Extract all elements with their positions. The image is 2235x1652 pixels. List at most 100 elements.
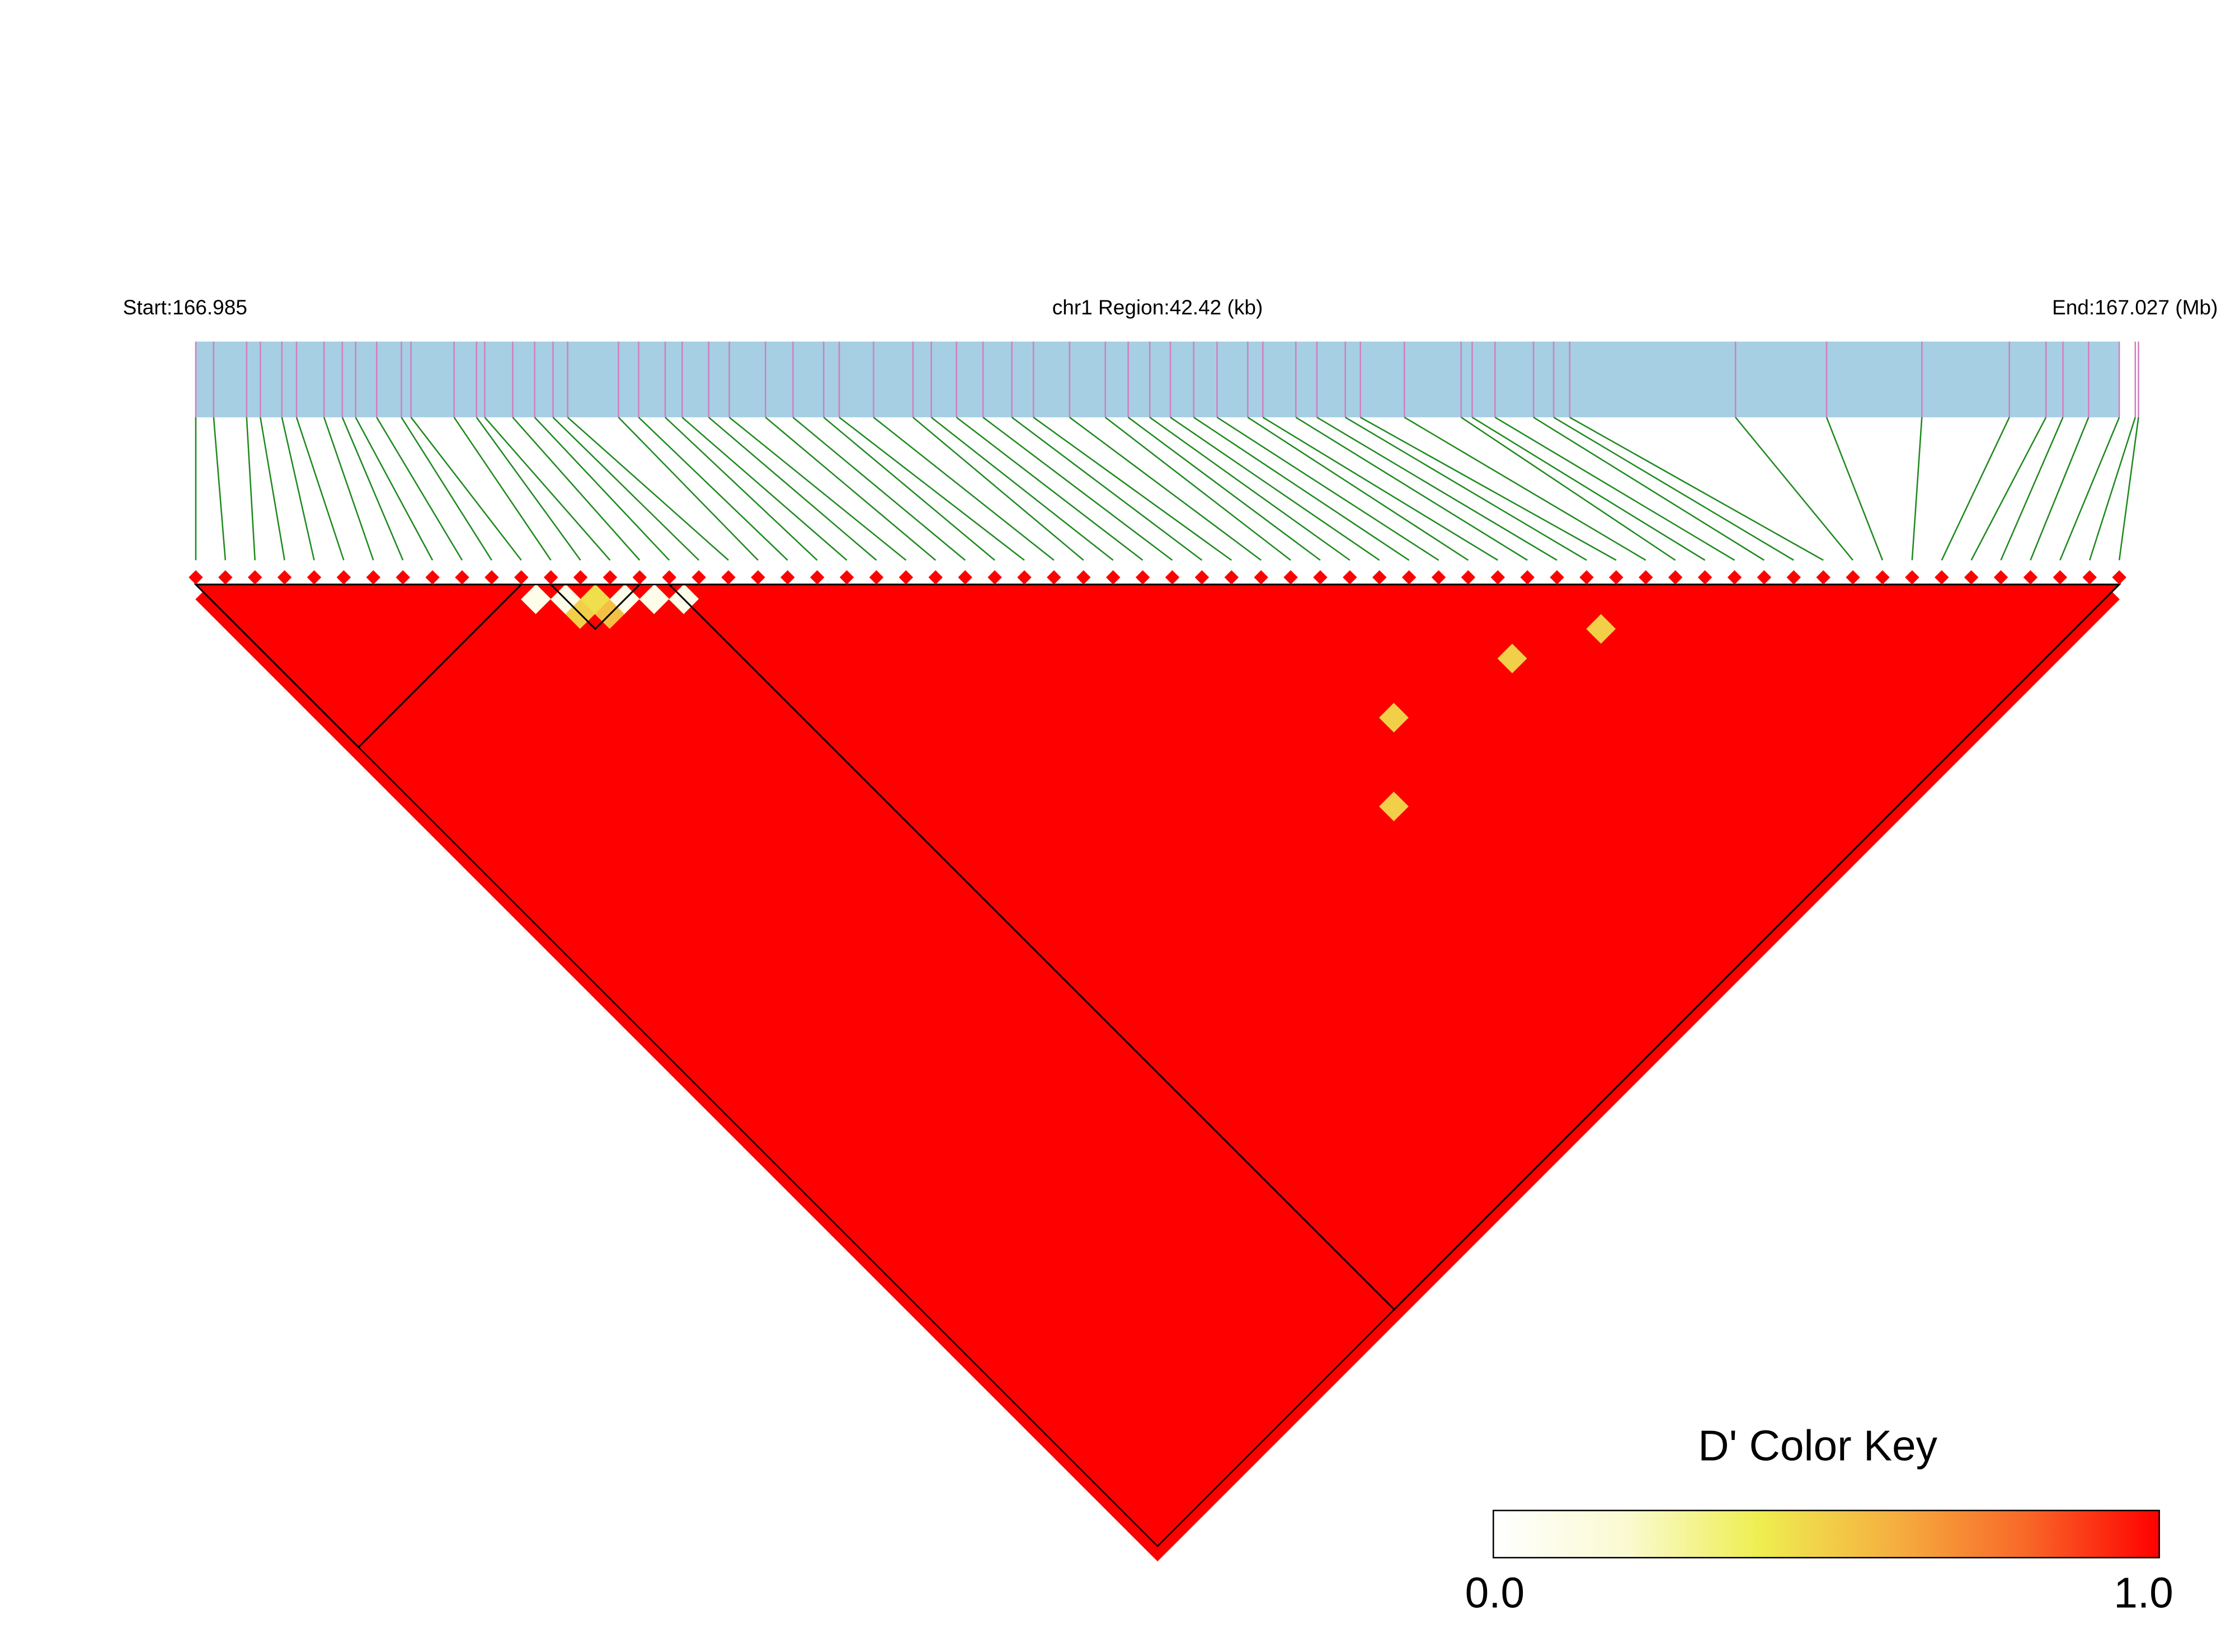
snp-marker <box>455 570 469 585</box>
snp-connector <box>355 417 434 561</box>
snp-connector <box>1033 416 1232 561</box>
snp-connector <box>638 417 788 561</box>
snp-marker <box>2053 570 2068 585</box>
snp-connector <box>765 416 937 561</box>
snp-connector <box>281 417 315 561</box>
snp-marker <box>987 570 1002 585</box>
snp-connector <box>930 416 1114 561</box>
snp-connector <box>246 417 256 561</box>
snp-marker <box>1786 570 1801 585</box>
snp-marker <box>898 570 914 585</box>
snp-connector-layer <box>195 416 2139 561</box>
snp-marker <box>1401 570 1417 585</box>
snp-marker <box>1816 570 1831 585</box>
snp-marker <box>1668 570 1683 585</box>
snp-connector <box>708 416 877 561</box>
snp-connector <box>1941 417 2010 561</box>
snp-marker <box>484 570 499 585</box>
snp-marker <box>751 570 765 585</box>
snp-marker-layer <box>189 570 2126 585</box>
snp-connector <box>1262 416 1498 561</box>
snp-connector <box>1461 416 1676 561</box>
snp-marker <box>1343 570 1357 585</box>
snp-marker <box>662 570 677 585</box>
color-key-max-label: 1.0 <box>2114 1570 2173 1617</box>
snp-connector <box>1069 416 1262 561</box>
snp-marker <box>247 570 262 585</box>
snp-connector <box>552 417 700 561</box>
snp-connector <box>401 417 492 561</box>
snp-connector <box>1011 416 1203 561</box>
snp-marker <box>691 570 706 585</box>
snp-marker <box>1875 570 1890 585</box>
snp-marker <box>603 570 618 585</box>
snp-marker <box>307 570 322 585</box>
snp-marker <box>1105 570 1121 585</box>
snp-connector <box>260 417 285 561</box>
snp-connector <box>567 417 729 561</box>
snp-connector <box>1553 416 1794 561</box>
snp-marker <box>780 570 795 585</box>
snp-marker <box>1461 570 1476 585</box>
snp-connector <box>512 417 641 561</box>
snp-marker <box>1254 570 1268 585</box>
snp-connector <box>873 416 1055 561</box>
snp-connector <box>1360 416 1617 561</box>
snp-connector <box>2118 417 2139 561</box>
snp-marker <box>2023 570 2038 585</box>
region-end-label: End:167.027 (Mb) <box>2052 295 2218 319</box>
snp-connector <box>1569 416 1824 561</box>
color-key-title: D' Color Key <box>1698 1423 1937 1470</box>
snp-connector <box>1494 416 1735 561</box>
snp-marker <box>1609 570 1624 585</box>
snp-marker <box>1076 570 1091 585</box>
snp-marker <box>1194 570 1210 585</box>
snp-connector <box>1533 416 1765 561</box>
snp-marker <box>632 570 647 585</box>
snp-marker <box>928 570 943 585</box>
snp-marker <box>1224 570 1239 585</box>
snp-marker <box>958 570 972 585</box>
region-title: chr1 Region:42.42 (kb) <box>1052 295 1263 319</box>
snp-marker <box>218 570 233 585</box>
snp-marker <box>1934 570 1949 585</box>
ld-triangle-border <box>194 583 2121 1547</box>
snp-marker <box>1431 570 1446 585</box>
snp-connector <box>1404 416 1646 561</box>
snp-connector <box>1471 416 1706 561</box>
snp-connector <box>1127 416 1321 561</box>
snp-marker <box>1550 570 1564 585</box>
snp-tick-layer <box>195 341 2139 417</box>
snp-connector <box>476 417 581 561</box>
snp-connector <box>665 417 818 561</box>
snp-connector <box>1316 416 1558 561</box>
snp-connector <box>410 417 522 561</box>
snp-connector <box>1149 416 1351 561</box>
snp-marker <box>1757 570 1772 585</box>
snp-connector <box>295 417 345 561</box>
color-key-min-label: 0.0 <box>1465 1570 1525 1617</box>
snp-connector <box>1911 417 1923 561</box>
snp-marker <box>1905 570 1919 585</box>
snp-marker <box>366 570 381 585</box>
snp-marker <box>1283 570 1298 585</box>
snp-marker <box>573 570 588 585</box>
snp-connector <box>982 416 1173 561</box>
snp-connector <box>2000 417 2064 561</box>
snp-marker <box>1846 570 1860 585</box>
snp-connector <box>792 416 966 561</box>
snp-marker <box>336 570 351 585</box>
snp-marker <box>1047 570 1061 585</box>
region-start-label: Start:166.985 <box>123 295 247 319</box>
snp-connector <box>2030 417 2090 561</box>
snp-connector <box>1170 416 1380 561</box>
snp-connector <box>1247 416 1469 561</box>
snp-connector <box>484 417 611 561</box>
snp-marker <box>189 570 203 585</box>
snp-connector <box>1104 416 1291 561</box>
snp-marker <box>1017 570 1032 585</box>
snp-connector <box>1970 417 2047 561</box>
snp-marker <box>277 570 292 585</box>
snp-connector <box>534 417 670 561</box>
